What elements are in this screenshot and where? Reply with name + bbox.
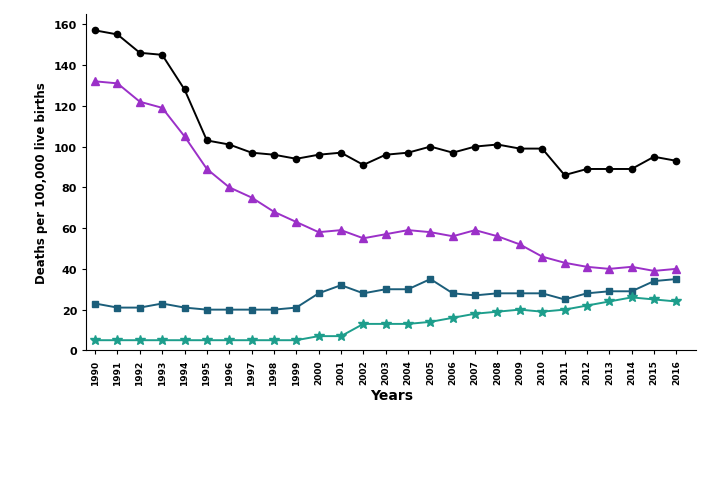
X-axis label: Years: Years — [370, 388, 413, 402]
Y-axis label: Deaths per 100,000 live births: Deaths per 100,000 live births — [35, 82, 48, 284]
